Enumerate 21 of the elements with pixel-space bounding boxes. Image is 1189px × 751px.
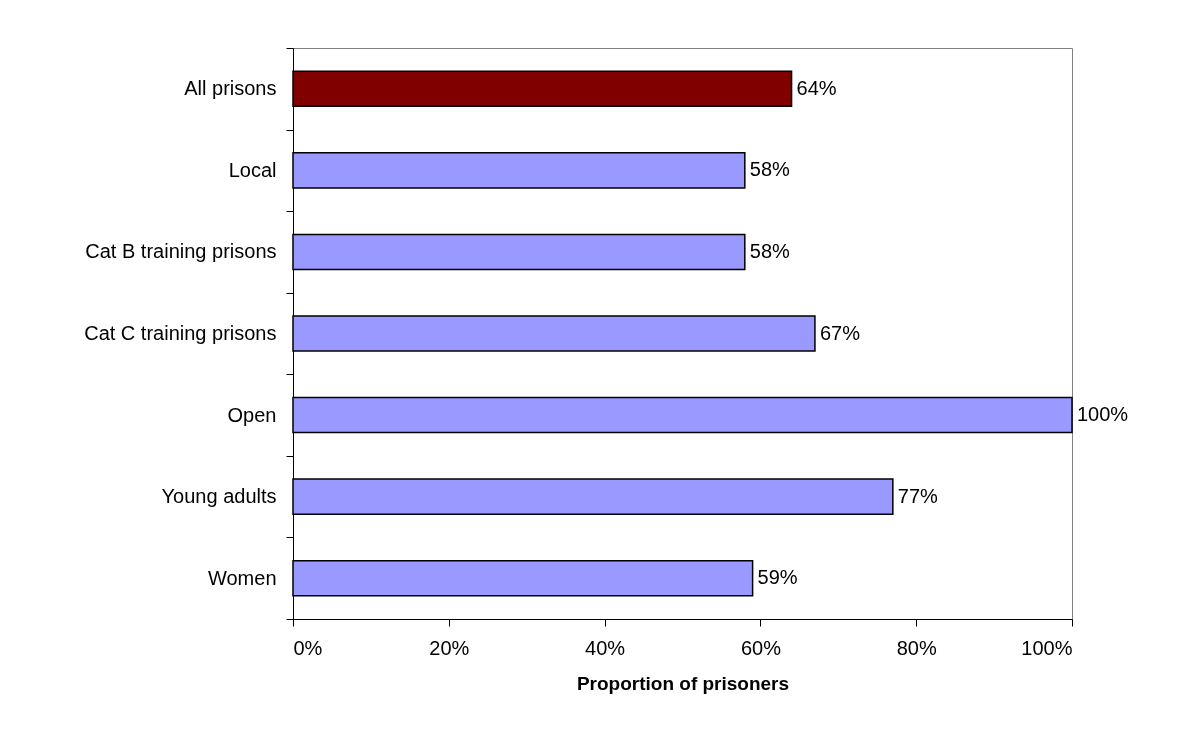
x-tick-label: 40%	[585, 636, 626, 659]
y-tick-label: Local	[228, 158, 277, 181]
data-label: 100%	[1077, 403, 1129, 426]
data-label: 58%	[749, 239, 791, 262]
y-tick-label: Cat C training prisons	[84, 322, 277, 344]
y-tick-label: Cat B training prisons	[85, 240, 277, 263]
x-tick-label: 80%	[896, 636, 937, 659]
x-tick-label: 20%	[429, 636, 470, 659]
x-tick-label: 60%	[740, 636, 782, 659]
data-label: 64%	[796, 76, 837, 99]
x-tick-label: 0%	[293, 636, 323, 659]
data-label: 67%	[819, 321, 861, 344]
data-label: 59%	[757, 566, 798, 589]
data-label: 58%	[749, 158, 791, 181]
x-tick-label: 100%	[1021, 636, 1073, 659]
y-tick-label: All prisons	[184, 77, 277, 100]
data-label: 77%	[897, 484, 939, 507]
y-tick-label: Young adults	[161, 485, 277, 508]
y-tick-label: Open	[227, 403, 277, 426]
y-tick-label: Women	[207, 566, 277, 589]
x-axis-title: Proportion of prisoners	[576, 672, 790, 694]
